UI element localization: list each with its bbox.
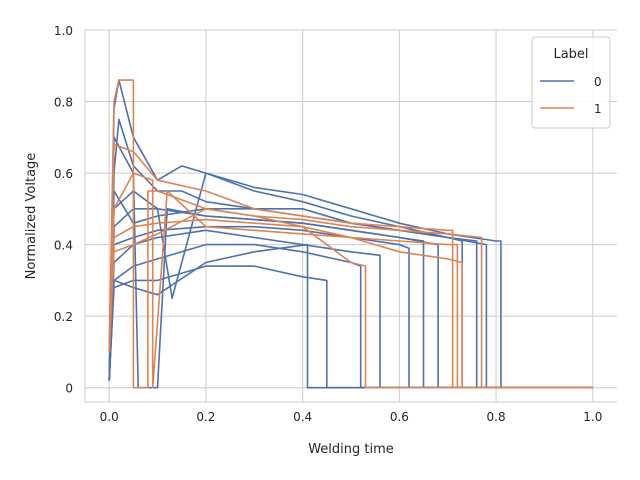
y-tick-label: 1.0: [54, 24, 73, 38]
x-axis-label: Welding time: [308, 442, 394, 457]
x-tick-label: 0.4: [293, 410, 312, 424]
series-line-label-1-13: [108, 218, 593, 389]
series-line-label-0-6: [108, 265, 593, 389]
y-tick-label: 0.4: [54, 239, 73, 253]
x-tick-label: 1.0: [583, 410, 602, 424]
series-line-label-0-1: [108, 118, 593, 389]
x-tick-label: 0.8: [487, 410, 506, 424]
series-line-label-0-8: [108, 172, 593, 389]
series-line-label-0-0: [108, 79, 593, 389]
y-tick-labels: 0 0.2 0.4 0.6 0.8 1.0: [54, 24, 73, 396]
x-tick-labels: 0.0 0.2 0.4 0.6 0.8 1.0: [100, 410, 603, 424]
axes: [84, 30, 617, 403]
series-line-label-1-14: [108, 208, 593, 389]
legend-label-0: 0: [594, 75, 602, 89]
legend-title: Label: [553, 47, 588, 62]
legend-label-1: 1: [594, 102, 602, 116]
x-tick-label: 0.6: [390, 410, 409, 424]
series-line-label-1-12: [108, 143, 593, 389]
y-tick-label: 0.8: [54, 96, 73, 110]
series-line-label-0-3: [108, 225, 593, 389]
legend-box: [531, 36, 611, 129]
y-tick-label: 0.6: [54, 167, 73, 181]
series-line-label-0-7: [108, 243, 593, 389]
legend: Label 0 1: [531, 36, 611, 129]
series-lines: [108, 79, 593, 389]
series-line-label-0-2: [108, 208, 593, 389]
y-tick-label: 0: [65, 382, 73, 396]
y-tick-label: 0.2: [54, 310, 73, 324]
y-axis-label: Normalized Voltage: [24, 153, 39, 280]
series-line-label-0-5: [108, 243, 593, 389]
series-line-label-0-4: [108, 229, 593, 389]
series-line-label-1-15: [108, 172, 593, 389]
x-tick-label: 0.2: [196, 410, 215, 424]
x-tick-label: 0.0: [100, 410, 119, 424]
